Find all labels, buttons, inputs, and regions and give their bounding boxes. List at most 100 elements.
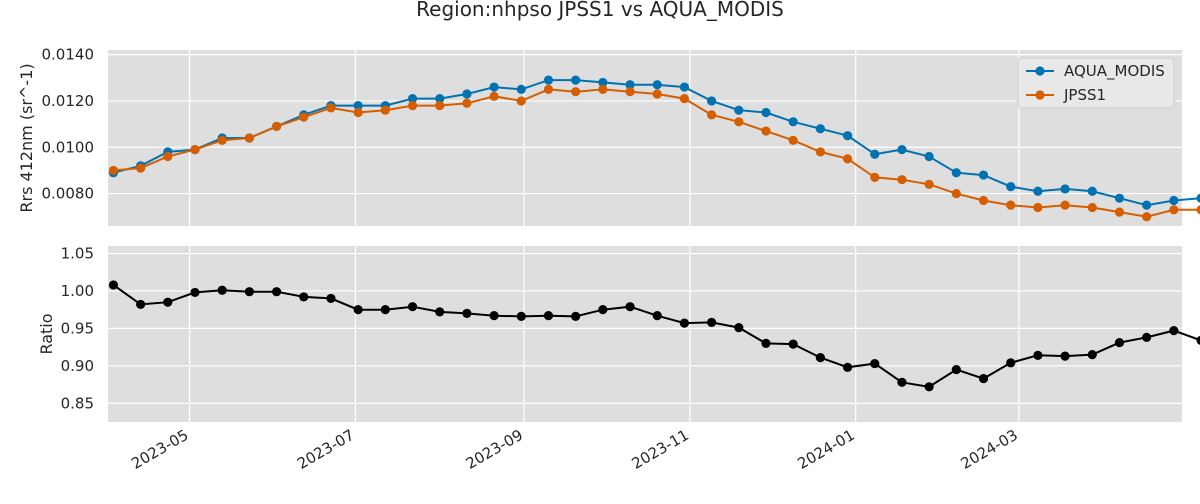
jpss1-point [1006,200,1016,210]
ratio-point [353,305,363,315]
ratio-point [788,339,798,349]
aqua-modis-point [815,124,825,134]
jpss1-point [516,96,526,106]
ratio-point [163,297,173,307]
ratio-point [679,318,690,328]
jpss1-point [244,133,254,143]
legend-aqua-modis-marker [1035,66,1045,76]
ratio-y-axis-label: Ratio [37,313,56,354]
ratio-point [108,280,119,290]
ratio-point [625,302,635,312]
jpss1-point [1114,207,1125,217]
legend-jpss1-label: JPSS1 [1063,86,1106,104]
ratio-point [598,305,608,315]
jpss1-point [815,147,825,157]
jpss1-point [870,172,880,182]
aqua-modis-point [842,131,853,141]
jpss1-point [652,89,662,99]
ratio-panel: 0.85 0.90 0.95 1.00 1.05 Ratio [37,244,1200,422]
ratio-point [978,373,989,384]
ratio-point [761,338,771,348]
aqua-modis-point [978,170,989,180]
jpss1-point [1033,202,1043,213]
aqua-modis-point [1142,200,1152,210]
aqua-modis-point [1114,193,1125,203]
ratio-point [190,287,200,298]
ratio-point [489,311,499,321]
rrs-y-tick-label: 0.0100 [42,138,95,156]
jpss1-point [163,151,173,162]
ratio-point [870,358,880,369]
ratio-point [951,364,961,375]
ratio-point [462,308,472,319]
jpss1-point [326,103,336,113]
x-axis: 2023-05 2023-07 2023-09 2023-11 2024-01 2024-… [128,426,1021,473]
jpss1-point [407,100,418,111]
ratio-point [380,305,390,315]
ratio-point [1033,350,1043,360]
x-tick-label: 2023-11 [629,426,692,473]
aqua-modis-point [598,77,608,88]
jpss1-point [217,135,227,145]
aqua-modis-point [489,82,499,92]
jpss1-series [108,84,1200,222]
jpss1-point [462,98,472,108]
jpss1-point [598,84,608,94]
aqua-modis-point [435,94,445,104]
aqua-modis-point [897,144,907,155]
jpss1-point [543,84,554,94]
jpss1-point [489,91,499,101]
jpss1-point [897,175,907,185]
legend: AQUA_MODIS JPSS1 [1017,57,1175,109]
ratio-point [136,299,146,310]
jpss1-point [571,87,581,97]
chart-title: Region:nhpso JPSS1 vs AQUA_MODIS [416,0,784,21]
ratio-point [924,382,934,392]
ratio-point [435,307,445,317]
jpss1-point [1142,212,1152,222]
aqua-modis-point [571,75,581,85]
aqua-modis-point [652,80,662,90]
ratio-point [244,287,254,297]
ratio-point [1006,358,1016,368]
rrs-y-tick-label: 0.0140 [42,46,95,64]
jpss1-point [761,126,771,136]
jpss1-point [353,107,363,118]
ratio-point [516,311,526,321]
jpss1-point [707,110,717,120]
jpss1-point [951,188,961,199]
jpss1-point [271,121,282,132]
jpss1-point [978,195,989,206]
jpss1-point [108,165,119,176]
aqua-modis-point [543,75,554,85]
ratio-point [326,293,336,304]
aqua-modis-point [1196,193,1200,203]
ratio-point [1196,335,1200,345]
aqua-modis-point [924,151,934,162]
legend-jpss1-marker [1035,90,1045,100]
jpss1-point [788,135,798,145]
ratio-point [842,362,853,372]
ratio-y-tick-label: 0.85 [61,394,94,412]
aqua-modis-point [951,168,961,178]
ratio-point [652,311,662,321]
ratio-y-tick-label: 1.00 [61,282,94,300]
ratio-point [1087,349,1097,360]
aqua-modis-point [516,84,526,94]
jpss1-point [625,87,635,97]
legend-aqua-modis-label: AQUA_MODIS [1064,62,1165,81]
jpss1-point [299,112,309,122]
ratio-y-tick-label: 0.90 [61,357,94,375]
jpss1-point [842,154,853,164]
aqua-modis-point [870,149,880,159]
rrs-y-tick-label: 0.0120 [42,92,95,110]
rrs-plot-background [108,50,1182,226]
x-tick-label: 2024-03 [958,426,1021,473]
aqua-modis-point [761,107,771,118]
ratio-point [299,292,309,302]
aqua-modis-point [1169,195,1179,206]
x-tick-label: 2024-01 [794,426,857,473]
ratio-y-tick-label: 0.95 [61,319,94,337]
aqua-modis-point [462,89,472,99]
